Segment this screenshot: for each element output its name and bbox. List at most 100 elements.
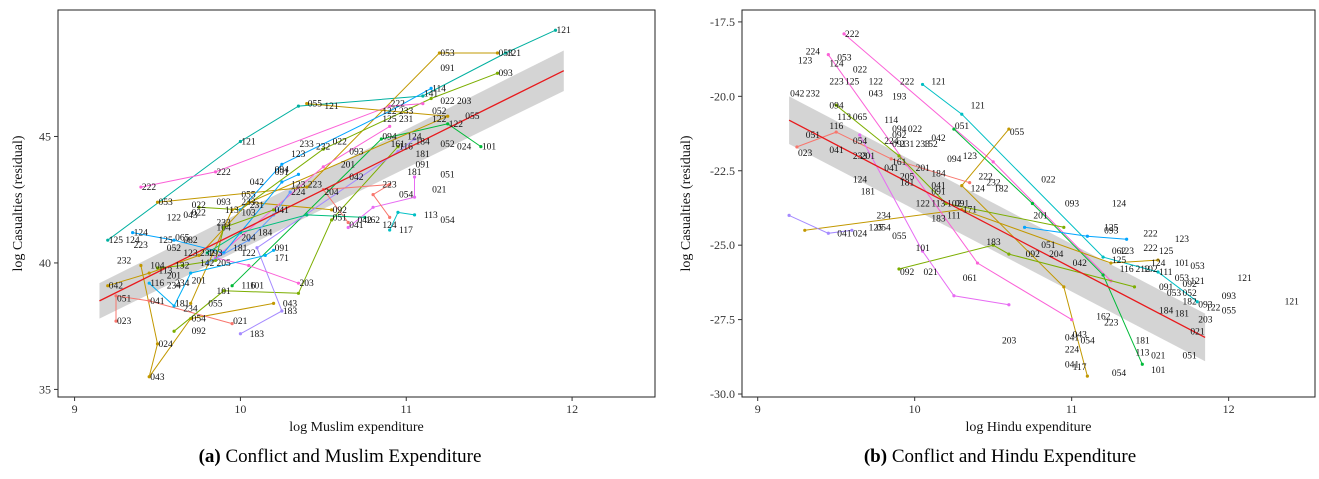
- data-point: [189, 301, 193, 306]
- point-label: 022: [853, 66, 868, 76]
- data-point: [1070, 318, 1074, 322]
- point-label: 123: [1175, 235, 1190, 245]
- point-label: 111: [1159, 268, 1173, 278]
- series-line: [953, 128, 1143, 365]
- point-label: 055: [892, 232, 907, 242]
- data-point: [991, 160, 995, 164]
- point-label: 093: [1065, 200, 1080, 210]
- data-point: [155, 266, 160, 270]
- point-label: 125: [382, 115, 397, 125]
- series-line: [796, 131, 970, 184]
- point-label: 117: [1073, 363, 1087, 373]
- point-label: 092: [333, 206, 348, 216]
- fit-line: [788, 119, 1206, 339]
- data-point: [826, 53, 830, 57]
- point-label: 205: [900, 173, 915, 183]
- point-label: 171: [275, 254, 290, 264]
- data-point: [968, 181, 972, 185]
- data-point: [114, 319, 118, 323]
- data-point: [296, 291, 301, 295]
- point-label: 222: [845, 30, 860, 40]
- point-label: 123: [963, 152, 978, 162]
- data-point: [1101, 273, 1105, 277]
- data-point: [205, 251, 209, 255]
- point-label: 053: [159, 198, 174, 208]
- point-label: 092: [1183, 280, 1198, 290]
- point-label: 093: [1104, 226, 1119, 236]
- data-point: [330, 218, 334, 222]
- point-label: 224: [1065, 345, 1080, 355]
- data-point: [479, 144, 483, 149]
- series-line: [835, 104, 1064, 228]
- x-tick-label: 10: [909, 402, 921, 416]
- point-label: 224: [884, 137, 899, 147]
- data-point: [991, 243, 995, 247]
- data-point: [139, 185, 143, 189]
- point-label: 124: [853, 176, 868, 186]
- data-point: [952, 294, 956, 298]
- point-label: 132: [175, 261, 190, 271]
- y-tick-label: -27.5: [710, 313, 735, 327]
- point-label: 041: [884, 164, 899, 174]
- data-point: [147, 271, 151, 275]
- data-point: [920, 82, 925, 87]
- data-point: [230, 284, 234, 288]
- y-axis-label: log Casualties (residual): [11, 135, 26, 271]
- point-label: 117: [399, 226, 413, 236]
- point-label: 233: [299, 140, 314, 150]
- point-label: 203: [457, 97, 472, 107]
- data-point: [834, 130, 838, 134]
- point-label: 062: [1112, 247, 1127, 257]
- point-label: 022: [192, 201, 207, 211]
- point-label: 233: [853, 152, 868, 162]
- point-label: 124: [1112, 200, 1127, 210]
- point-label: 183: [283, 307, 298, 317]
- data-point: [850, 228, 854, 232]
- point-label: 024: [159, 340, 174, 350]
- series-line: [804, 208, 1159, 264]
- data-point: [396, 210, 400, 214]
- data-point: [247, 200, 251, 204]
- point-label: 102: [1143, 265, 1158, 275]
- data-point: [429, 86, 433, 91]
- data-point: [803, 228, 807, 232]
- data-point: [271, 301, 276, 306]
- y-tick-label: 45: [39, 129, 51, 143]
- data-point: [147, 299, 151, 303]
- point-label: 181: [1135, 336, 1150, 346]
- data-point: [213, 170, 218, 174]
- point-label: 041: [275, 206, 290, 216]
- point-label: 065: [175, 234, 190, 244]
- point-label: 181: [1175, 310, 1190, 320]
- y-axis-label: log Casualties (residual): [679, 135, 694, 271]
- point-label: 223: [1104, 319, 1119, 329]
- point-label: 042: [250, 178, 264, 188]
- x-tick-label: 9: [755, 402, 761, 416]
- x-tick-label: 11: [400, 402, 412, 416]
- data-point: [180, 263, 184, 268]
- point-label: 233: [241, 198, 256, 208]
- point-label: 065: [853, 113, 868, 123]
- data-point: [305, 185, 309, 189]
- point-label: 203: [299, 279, 314, 289]
- point-label: 043: [283, 299, 298, 309]
- point-label: 041: [150, 297, 165, 307]
- point-label: 222: [391, 100, 406, 110]
- x-tick-label: 9: [72, 402, 78, 416]
- point-label: 223: [308, 181, 323, 191]
- data-point: [952, 127, 956, 131]
- point-label: 054: [1081, 336, 1096, 346]
- point-label: 161: [892, 158, 907, 168]
- point-label: 204: [241, 234, 256, 244]
- data-point: [1062, 285, 1066, 289]
- point-label: 101: [250, 282, 264, 292]
- point-label: 123: [183, 249, 198, 259]
- point-label: 193: [892, 92, 907, 102]
- point-label: 051: [333, 213, 348, 223]
- point-label: 223: [829, 77, 844, 87]
- point-label: 021: [1190, 328, 1205, 338]
- point-label: 093: [1198, 301, 1213, 311]
- series-line: [859, 134, 1009, 306]
- point-label: 122: [449, 120, 464, 130]
- point-label: 055: [241, 191, 256, 201]
